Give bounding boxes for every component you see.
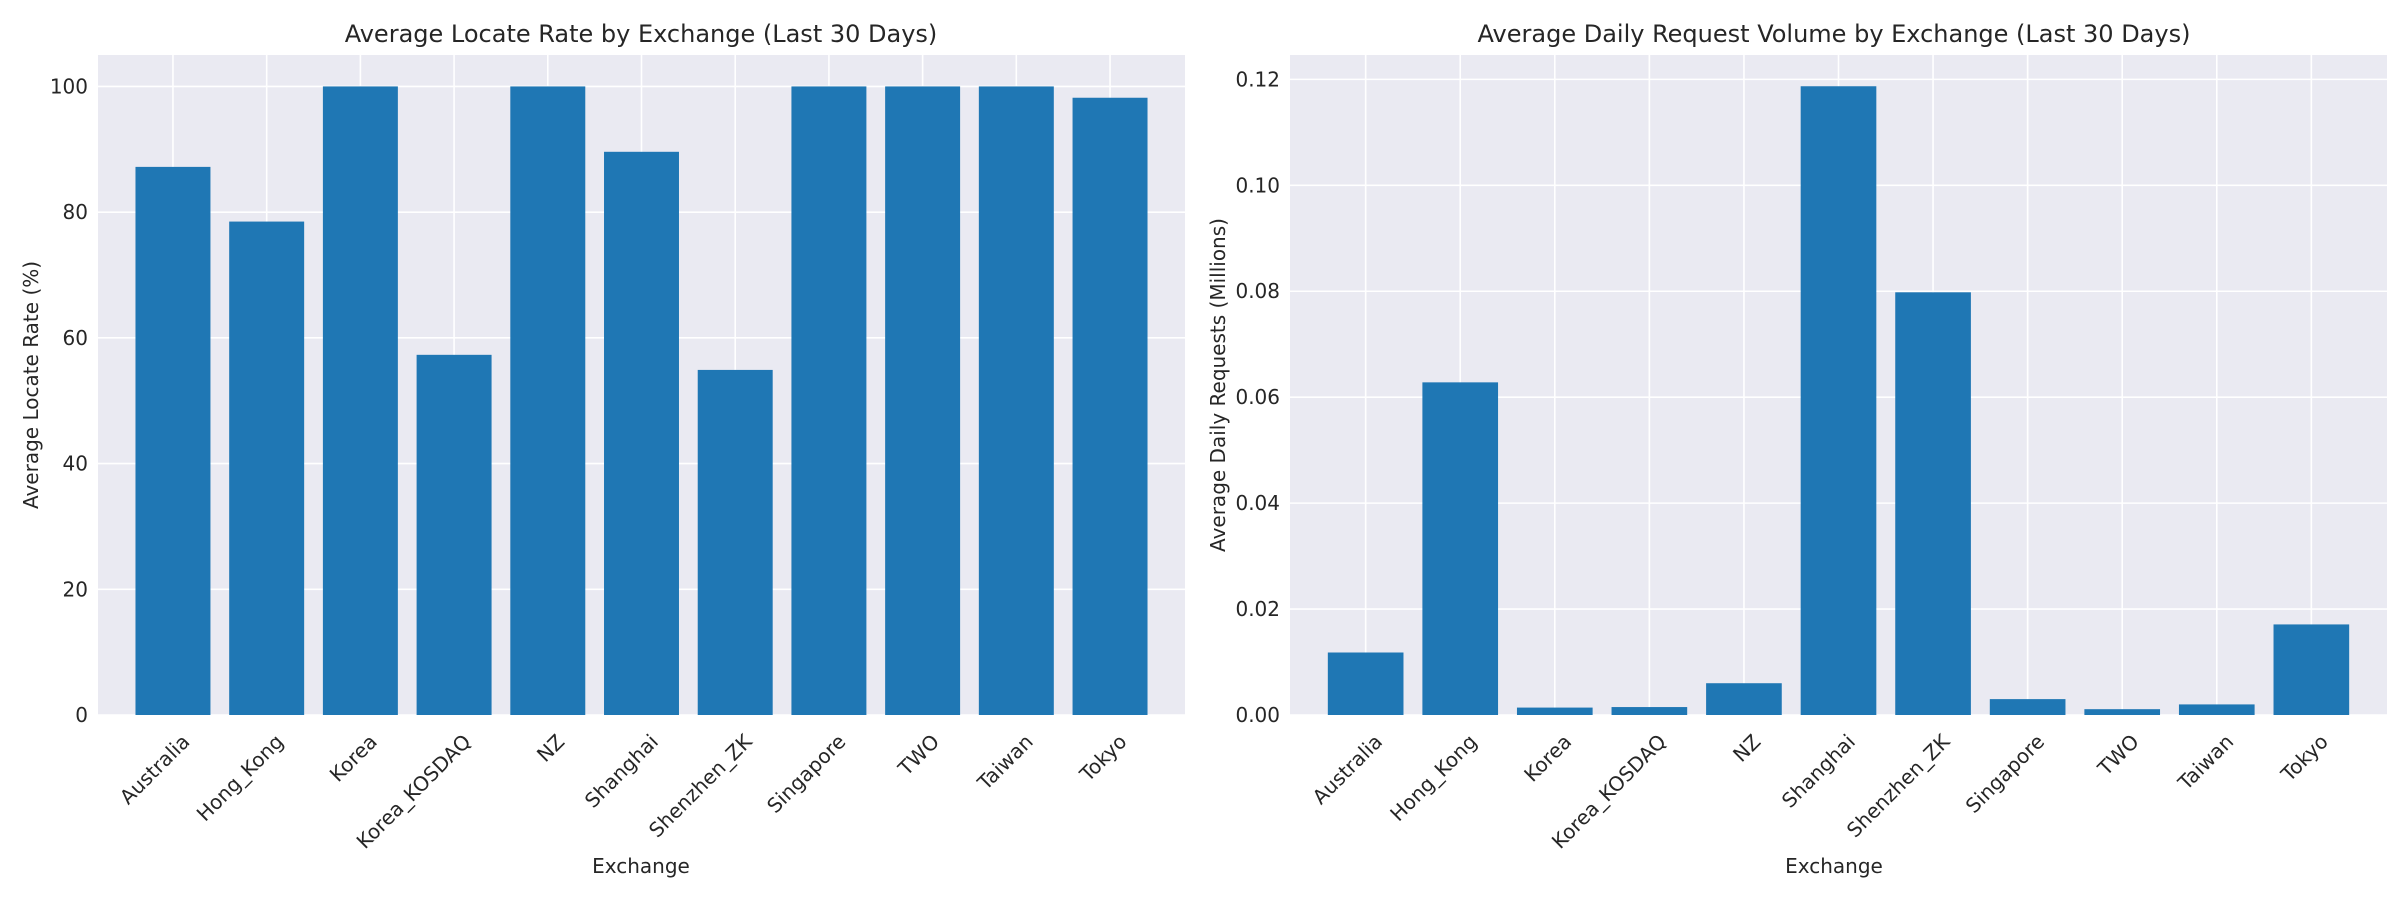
request-volume-bar-australia bbox=[1327, 652, 1404, 715]
locate-rate-x-tick-label: Singapore bbox=[762, 729, 850, 817]
request-volume-bar-singapore bbox=[1989, 699, 2066, 715]
locate-rate-x-tick-label: Hong_Kong bbox=[192, 729, 288, 825]
locate-rate-bar-shenzhen-zk bbox=[697, 369, 773, 715]
locate-rate-x-tick-label: Taiwan bbox=[972, 729, 1038, 795]
request-volume-y-tick-label: 0.08 bbox=[1235, 279, 1280, 303]
locate-rate-x-axis-label: Exchange bbox=[592, 854, 690, 878]
locate-rate-bar-shanghai bbox=[604, 151, 679, 716]
locate-rate-y-tick-label: 100 bbox=[50, 74, 88, 98]
locate-rate-x-tick-label: Shanghai bbox=[580, 729, 663, 812]
request-volume-x-tick-label: Singapore bbox=[1961, 729, 2049, 817]
request-volume-x-tick-label: Australia bbox=[1308, 729, 1388, 809]
locate-rate-bar-nz bbox=[510, 86, 586, 715]
locate-rate-y-tick-label: 40 bbox=[63, 452, 88, 476]
locate-rate-y-axis-label: Average Locate Rate (%) bbox=[19, 261, 43, 509]
locate-rate-bar-hong-kong bbox=[229, 221, 305, 716]
request-volume-chart-title: Average Daily Request Volume by Exchange… bbox=[1478, 20, 2191, 48]
request-volume-y-tick-label: 0.06 bbox=[1235, 385, 1280, 409]
locate-rate-bar-two bbox=[885, 86, 961, 715]
request-volume-x-tick-label: TWO bbox=[2092, 729, 2143, 780]
locate-rate-bar-korea-kosdaq bbox=[416, 354, 492, 715]
request-volume-bar-taiwan bbox=[2178, 704, 2255, 715]
locate-rate-bar-korea bbox=[322, 86, 398, 715]
request-volume-bar-hong-kong bbox=[1422, 382, 1499, 715]
request-volume-bar-shenzhen-zk bbox=[1895, 292, 1971, 715]
request-volume-x-tick-label: Shanghai bbox=[1777, 729, 1860, 812]
locate-rate-y-tick-label: 80 bbox=[63, 200, 88, 224]
locate-rate-x-tick-label: Australia bbox=[115, 729, 195, 809]
request-volume-bar-nz bbox=[1706, 683, 1782, 715]
request-volume-bar-two bbox=[2084, 709, 2161, 715]
locate-rate-bar-taiwan bbox=[978, 86, 1054, 715]
request-volume-x-tick-label: Hong_Kong bbox=[1385, 729, 1481, 825]
request-volume-bar-tokyo bbox=[2273, 624, 2350, 715]
request-volume-y-tick-label: 0.04 bbox=[1235, 491, 1280, 515]
request-volume-x-tick-label: Tokyo bbox=[2276, 729, 2333, 786]
request-volume-chart: 0.00 0.02 0.04 0.06 0.08 0.10 0.12 AustraliaHo… bbox=[1206, 20, 2387, 878]
request-volume-y-tick-label: 0.12 bbox=[1235, 67, 1280, 91]
request-volume-x-tick-label: Korea bbox=[1519, 729, 1576, 786]
locate-rate-x-tick-label: Tokyo bbox=[1074, 729, 1131, 786]
request-volume-y-tick-label: 0.10 bbox=[1235, 173, 1280, 197]
locate-rate-y-tick-label: 20 bbox=[63, 577, 88, 601]
request-volume-y-tick-label: 0.02 bbox=[1235, 597, 1280, 621]
request-volume-y-tick-label: 0.00 bbox=[1235, 703, 1280, 727]
request-volume-x-axis-label: Exchange bbox=[1785, 854, 1883, 878]
request-volume-x-tick-label: NZ bbox=[1728, 729, 1765, 766]
locate-rate-x-tick-label: TWO bbox=[893, 729, 944, 780]
locate-rate-y-tick-label: 60 bbox=[63, 326, 88, 350]
locate-rate-bar-singapore bbox=[791, 86, 867, 715]
locate-rate-y-tick-label: 0 bbox=[75, 703, 88, 727]
locate-rate-x-tick-label: NZ bbox=[532, 729, 569, 766]
request-volume-bar-shanghai bbox=[1800, 86, 1877, 715]
locate-rate-bar-tokyo bbox=[1072, 97, 1148, 715]
request-volume-bar-korea-kosdaq bbox=[1611, 707, 1688, 715]
locate-rate-bar-australia bbox=[135, 166, 211, 715]
request-volume-y-axis-label: Average Daily Requests (Millions) bbox=[1206, 218, 1230, 552]
locate-rate-x-tick-label: Korea bbox=[325, 729, 382, 786]
locate-rate-chart-title: Average Locate Rate by Exchange (Last 30… bbox=[345, 20, 938, 48]
request-volume-bar-korea bbox=[1516, 707, 1593, 715]
request-volume-x-tick-label: Taiwan bbox=[2172, 729, 2238, 795]
